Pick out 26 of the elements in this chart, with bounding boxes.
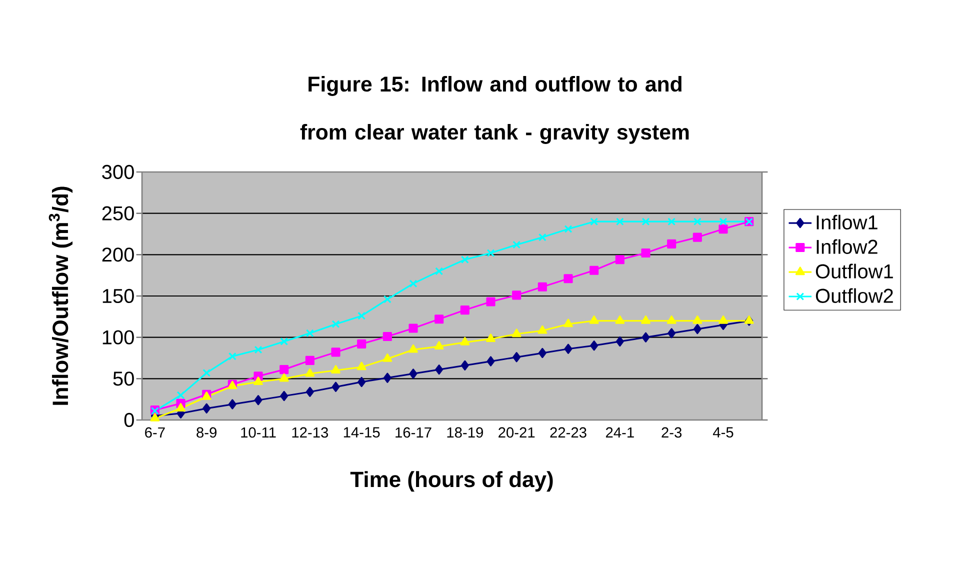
y-tick-label: 50 — [113, 372, 134, 386]
x-axis-title: Time (hours of day) — [350, 471, 553, 492]
x-tick-label: 10-11 — [241, 427, 276, 438]
x-tick-label: 2-3 — [662, 427, 682, 438]
legend-label: Outflow2 — [816, 288, 893, 303]
x-tick-label: 14-15 — [344, 427, 380, 438]
x-tick-label: 24-1 — [606, 427, 634, 438]
chart-title: Figure 15: Inflow and outflow to and from clear water tank - gravity system — [300, 76, 689, 144]
y-axis-title: Inflow/Outflow (m$^{3}$/d) — [48, 186, 73, 405]
y-tick-label: 100 — [102, 330, 134, 344]
x-tick-label: 8-9 — [196, 427, 216, 438]
y-tick-label: 250 — [102, 206, 134, 220]
x-tick-label: 16-17 — [396, 427, 432, 438]
x-tick-label: 4-5 — [712, 427, 734, 438]
legend-label: Outflow1 — [816, 264, 893, 278]
y-tick-label: 0 — [124, 412, 134, 428]
x-tick-label: 6-7 — [145, 427, 165, 438]
x-tick-label: 22-23 — [550, 427, 586, 438]
x-tick-label: 18-19 — [447, 427, 483, 438]
x-tick-label: 20-21 — [498, 427, 535, 438]
y-tick-label: 150 — [102, 288, 134, 304]
y-tick-label: 300 — [102, 164, 134, 180]
x-tick-label: 12-13 — [292, 427, 328, 438]
y-tick-label: 200 — [102, 248, 134, 262]
legend-label: Inflow1 — [816, 214, 878, 230]
legend-label: Inflow2 — [816, 239, 878, 254]
